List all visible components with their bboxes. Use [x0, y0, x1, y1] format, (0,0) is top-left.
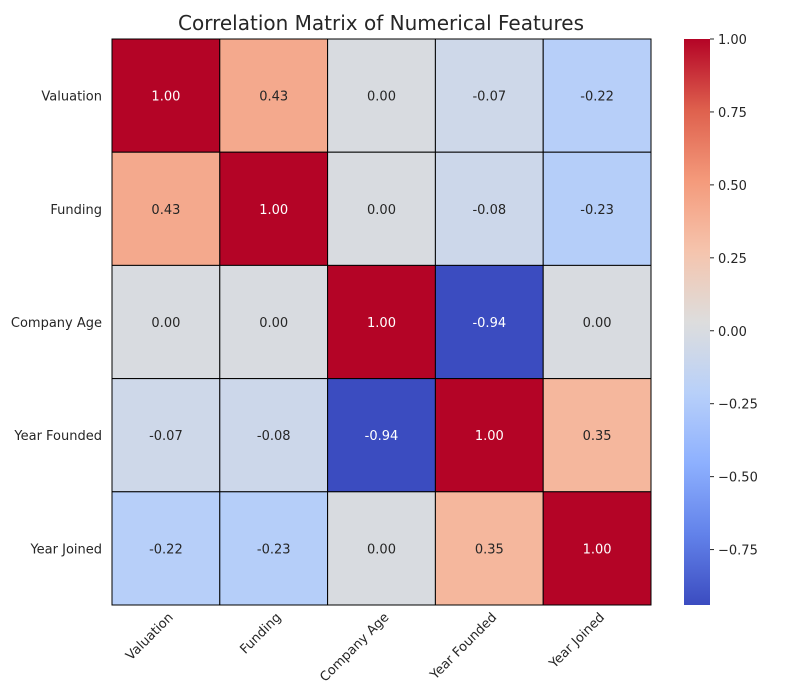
cell-annotation: 1.00: [367, 316, 396, 331]
cell-annotation: 0.35: [475, 542, 504, 557]
heatmap-cell: [434, 264, 544, 380]
cell-annotation: 0.43: [259, 90, 288, 105]
heatmap-cell: [327, 264, 436, 380]
cell-annotation: 0.00: [259, 316, 288, 331]
cell-annotation: 0.00: [583, 316, 612, 331]
cell-annotation: -0.94: [472, 316, 506, 331]
cell-annotation: 0.00: [151, 316, 180, 331]
heatmap-cell: [434, 378, 544, 493]
column-label: Company Age: [317, 610, 392, 685]
heatmap-cell: [542, 151, 652, 266]
cell-annotation: 0.00: [367, 542, 396, 557]
row-label: Year Founded: [13, 429, 102, 444]
cell-annotation: -0.22: [149, 542, 183, 557]
row-label: Year Joined: [29, 542, 102, 557]
chart-title: Correlation Matrix of Numerical Features: [178, 11, 584, 35]
heatmap-cell: [111, 151, 221, 266]
cell-annotation: 1.00: [259, 203, 288, 218]
heatmap-cell: [542, 38, 652, 153]
cell-annotation: -0.23: [580, 203, 614, 218]
row-label: Funding: [50, 203, 102, 218]
cell-annotation: 0.43: [151, 203, 180, 218]
heatmap-cell: [219, 38, 329, 153]
colorbar: [684, 39, 710, 605]
cell-annotation: -0.08: [472, 203, 506, 218]
row-label: Company Age: [11, 316, 102, 331]
cell-annotation: -0.08: [257, 429, 291, 444]
heatmap-cell: [219, 491, 329, 606]
colorbar-tick-label: 0.25: [718, 252, 747, 267]
column-label: Year Founded: [427, 610, 500, 683]
colorbar-tick-label: 0.00: [718, 325, 747, 340]
colorbar-tick-label: −0.75: [718, 544, 758, 559]
heatmap-cell: [542, 264, 652, 380]
cell-annotation: -0.07: [472, 90, 506, 105]
heatmap-cell: [111, 491, 221, 606]
cell-annotation: 0.35: [583, 429, 612, 444]
cell-annotation: -0.07: [149, 429, 183, 444]
heatmap-cell: [111, 378, 221, 493]
heatmap-cell: [542, 378, 652, 493]
heatmap-cell: [219, 378, 329, 493]
heatmap-cell: [327, 38, 436, 153]
cell-annotation: -0.94: [365, 429, 399, 444]
column-label: Funding: [237, 610, 284, 657]
heatmap-cell: [542, 491, 652, 606]
colorbar-tick-label: −0.50: [718, 471, 758, 486]
cell-annotation: 1.00: [151, 90, 180, 105]
cell-annotation: 0.00: [367, 90, 396, 105]
colorbar-tick-label: −0.25: [718, 398, 758, 413]
cell-annotation: 1.00: [583, 542, 612, 557]
row-label: Valuation: [41, 90, 102, 105]
colorbar-tick-label: 0.75: [718, 106, 747, 121]
heatmap-cell: [327, 378, 436, 493]
cell-annotation: -0.23: [257, 542, 291, 557]
column-label: Valuation: [123, 610, 176, 663]
heatmap-cell: [327, 151, 436, 266]
heatmap-cell: [111, 38, 221, 153]
cell-annotation: 1.00: [475, 429, 504, 444]
colorbar-tick-label: 0.50: [718, 179, 747, 194]
heatmap-cell: [434, 38, 544, 153]
heatmap-cell: [327, 491, 436, 606]
cell-annotation: 0.00: [367, 203, 396, 218]
heatmap-cell: [219, 264, 329, 380]
cell-annotation: -0.22: [580, 90, 614, 105]
colorbar-tick-label: 1.00: [718, 33, 747, 48]
column-label: Year Joined: [546, 610, 608, 672]
